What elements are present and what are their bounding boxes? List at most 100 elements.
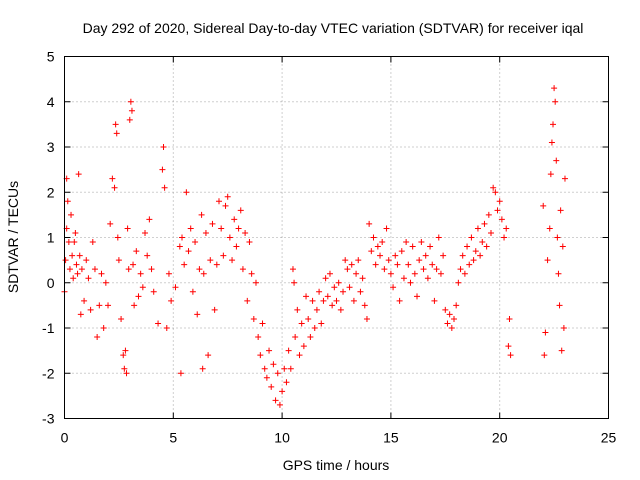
data-point-marker	[398, 248, 405, 255]
x-tick-label: 15	[383, 430, 399, 446]
data-point-marker	[361, 302, 368, 309]
y-tick-label: -3	[42, 411, 55, 427]
data-point-marker	[309, 297, 316, 304]
data-point-marker	[505, 343, 512, 350]
data-point-marker	[490, 184, 497, 191]
data-point-marker	[96, 302, 103, 309]
data-point-marker	[558, 347, 565, 354]
data-point-marker	[113, 130, 120, 137]
data-point-marker	[237, 207, 244, 214]
data-point-marker	[176, 243, 183, 250]
data-point-marker	[492, 189, 499, 196]
data-point-marker	[213, 261, 220, 268]
y-tick-label: 2	[47, 184, 55, 200]
data-point-marker	[159, 166, 166, 173]
data-point-marker	[215, 198, 222, 205]
data-point-marker	[94, 334, 101, 341]
data-point-marker	[246, 239, 253, 246]
data-point-marker	[435, 234, 442, 241]
data-point-marker	[337, 306, 344, 313]
data-point-marker	[126, 116, 133, 123]
data-point-marker	[81, 297, 88, 304]
data-point-marker	[118, 315, 125, 322]
data-point-marker	[205, 352, 212, 359]
data-point-marker	[242, 229, 249, 236]
data-point-marker	[457, 266, 464, 273]
data-point-marker	[239, 266, 246, 273]
data-point-marker	[66, 266, 73, 273]
data-point-marker	[114, 234, 121, 241]
data-point-marker	[329, 302, 336, 309]
data-point-marker	[285, 347, 292, 354]
data-point-marker	[353, 270, 360, 277]
data-point-marker	[556, 302, 563, 309]
chart-title: Day 292 of 2020, Sidereal Day-to-day VTE…	[83, 20, 584, 36]
data-point-marker	[344, 266, 351, 273]
data-point-marker	[431, 297, 438, 304]
data-point-marker	[453, 302, 460, 309]
data-point-marker	[340, 288, 347, 295]
data-point-marker	[466, 261, 473, 268]
data-point-marker	[291, 279, 298, 286]
data-point-marker	[105, 302, 112, 309]
data-point-marker	[548, 139, 555, 146]
data-point-marker	[296, 352, 303, 359]
data-point-marker	[400, 275, 407, 282]
data-point-marker	[470, 257, 477, 264]
data-point-marker	[474, 225, 481, 232]
data-point-marker	[248, 270, 255, 277]
data-point-marker	[183, 189, 190, 196]
y-axis-title: SDTVAR / TECUs	[5, 181, 21, 293]
data-point-marker	[135, 293, 142, 300]
data-point-marker	[64, 198, 71, 205]
data-point-marker	[322, 275, 329, 282]
data-point-marker	[65, 239, 72, 246]
data-point-marker	[137, 270, 144, 277]
data-point-marker	[298, 320, 305, 327]
data-point-marker	[231, 216, 238, 223]
data-point-marker	[155, 320, 162, 327]
data-point-marker	[189, 288, 196, 295]
data-point-marker	[483, 243, 490, 250]
data-point-marker	[181, 261, 188, 268]
data-point-marker	[437, 270, 444, 277]
y-tick-label: -2	[42, 365, 55, 381]
data-point-marker	[496, 198, 503, 205]
data-point-marker	[146, 216, 153, 223]
data-point-marker	[100, 325, 107, 331]
data-point-marker	[202, 229, 209, 236]
data-point-marker	[394, 261, 401, 268]
data-point-marker	[390, 284, 397, 291]
data-point-marker	[307, 334, 314, 341]
data-point-marker	[350, 297, 357, 304]
data-point-marker	[348, 261, 355, 268]
data-point-marker	[87, 306, 94, 313]
data-point-marker	[324, 293, 331, 300]
data-point-marker	[83, 257, 90, 264]
data-point-marker	[179, 234, 186, 241]
data-point-marker	[91, 266, 98, 273]
data-point-marker	[414, 293, 421, 300]
data-point-marker	[185, 248, 192, 255]
data-point-marker	[433, 266, 440, 273]
data-point-marker	[355, 257, 362, 264]
data-point-marker	[440, 252, 447, 259]
data-point-marker	[444, 320, 451, 327]
data-point-marker	[75, 171, 82, 178]
y-tick-label: -1	[42, 320, 55, 336]
data-point-marker	[199, 365, 206, 372]
data-point-marker	[481, 220, 488, 227]
data-point-marker	[372, 261, 379, 268]
data-point-marker	[411, 270, 418, 277]
data-point-marker	[77, 311, 84, 318]
x-tick-label: 10	[274, 430, 290, 446]
data-point-marker	[464, 243, 471, 250]
data-point-marker	[381, 266, 388, 273]
data-point-marker	[224, 193, 231, 200]
data-point-marker	[89, 239, 96, 246]
data-point-marker	[209, 220, 216, 227]
data-point-marker	[235, 225, 242, 232]
y-tick-label: 3	[47, 139, 55, 155]
data-point-marker	[131, 302, 138, 309]
data-point-marker	[165, 270, 172, 277]
